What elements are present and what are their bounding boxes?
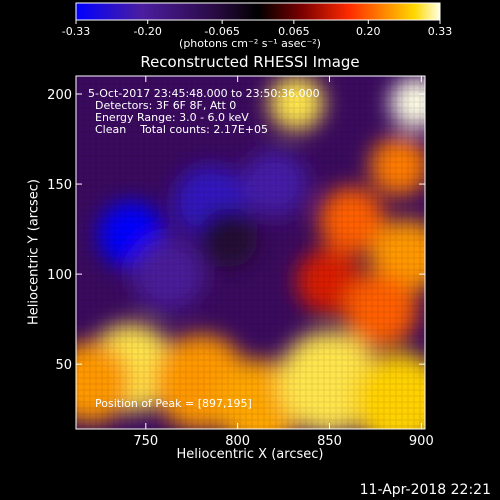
chart-title: Reconstructed RHESSI Image bbox=[140, 53, 360, 71]
y-axis-label: Heliocentric Y (arcsec) bbox=[26, 179, 42, 325]
colorbar-tick-label: 0.20 bbox=[356, 25, 381, 38]
annotation-detectors: Detectors: 3F 6F 8F, Att 0 bbox=[95, 99, 237, 112]
heatmap-plot: 750 800 850 900 50 100 150 200 bbox=[47, 75, 434, 449]
y-tick-label: 200 bbox=[47, 88, 72, 103]
x-tick-label: 800 bbox=[225, 434, 250, 449]
colorbar: -0.33 -0.20 -0.065 0.065 0.20 0.33 bbox=[62, 2, 452, 38]
y-tick-label: 100 bbox=[47, 268, 72, 283]
colorbar-tick-label: 0.33 bbox=[428, 25, 453, 38]
x-tick-label: 850 bbox=[317, 434, 342, 449]
colorbar-ticks: -0.33 -0.20 -0.065 0.065 0.20 0.33 bbox=[62, 20, 452, 38]
colorbar-tick-label: -0.33 bbox=[62, 25, 90, 38]
colorbar-tick-label: -0.20 bbox=[133, 25, 161, 38]
colorbar-gradient bbox=[75, 2, 441, 21]
pixel-grid-overlay bbox=[76, 76, 425, 429]
x-tick-label: 900 bbox=[409, 434, 434, 449]
colorbar-tick-label: 0.065 bbox=[278, 25, 310, 38]
annotation-total-counts: Clean Total counts: 2.17E+05 bbox=[95, 123, 269, 136]
axis-ticks: 750 800 850 900 50 100 150 200 bbox=[47, 76, 434, 449]
annotation-time-range: 5-Oct-2017 23:45:48.000 to 23:50:36.000 bbox=[88, 87, 320, 100]
x-tick-label: 750 bbox=[133, 434, 158, 449]
x-axis-label: Heliocentric X (arcsec) bbox=[176, 447, 324, 462]
annotation-energy-range: Energy Range: 3.0 - 6.0 keV bbox=[95, 111, 249, 124]
peak-position-label: Position of Peak = [897,195] bbox=[95, 397, 252, 410]
y-tick-label: 50 bbox=[55, 358, 72, 373]
y-tick-label: 150 bbox=[47, 178, 72, 193]
plot-frame bbox=[75, 75, 426, 430]
footer-timestamp: 11-Apr-2018 22:21 bbox=[359, 482, 491, 498]
colorbar-label: (photons cm⁻² s⁻¹ asec⁻²) bbox=[179, 37, 321, 50]
colorbar-tick-label: -0.065 bbox=[204, 25, 239, 38]
